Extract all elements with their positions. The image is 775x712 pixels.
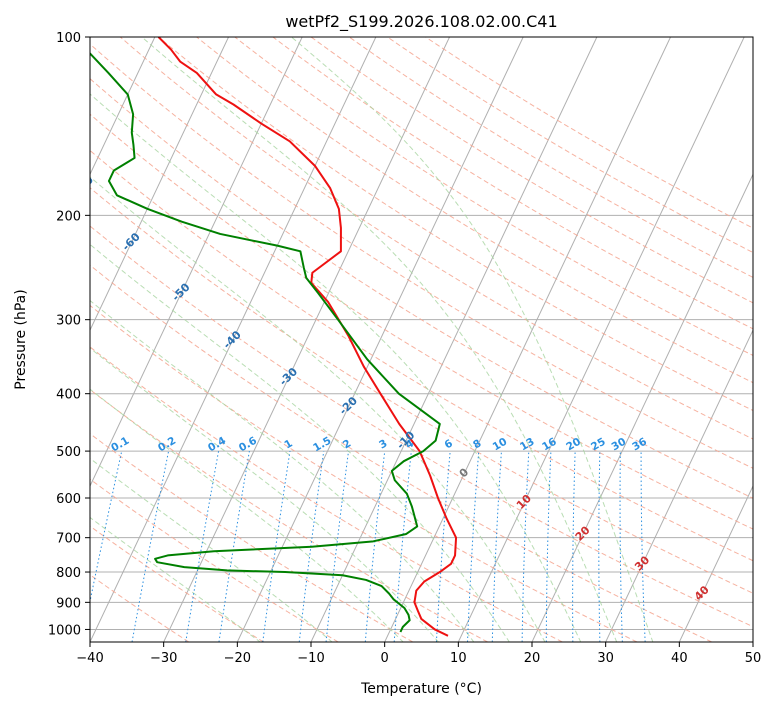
isotherm-gridline bbox=[605, 329, 753, 642]
isotherm-gridline bbox=[0, 37, 8, 642]
x-tick-label: 0 bbox=[381, 651, 389, 666]
isotherm-gridline bbox=[90, 37, 229, 332]
chart-title: wetPf2_S199.2026.108.02.00.C41 bbox=[285, 12, 557, 32]
y-tick-label: 600 bbox=[56, 492, 81, 507]
moist-adiabat bbox=[90, 516, 261, 642]
isotherm-label: -80 bbox=[18, 133, 41, 156]
y-tick-label: 200 bbox=[56, 209, 81, 224]
y-axis-label: Pressure (hPa) bbox=[13, 289, 29, 389]
dry-adiabat bbox=[90, 433, 414, 642]
dry-adiabat bbox=[90, 389, 488, 642]
moist-adiabat bbox=[90, 243, 510, 642]
temperature-profile-line bbox=[157, 37, 458, 637]
moist-adiabat bbox=[90, 93, 582, 642]
x-tick-label: 10 bbox=[450, 651, 467, 666]
isotherm-gridline bbox=[531, 173, 753, 642]
x-tick-label: 50 bbox=[745, 651, 762, 666]
moist-adiabat bbox=[141, 37, 618, 642]
moist-adiabat bbox=[90, 176, 546, 642]
mixing-ratio-line bbox=[325, 451, 350, 642]
y-tick-label: 900 bbox=[56, 596, 81, 611]
isotherm-gridline bbox=[90, 37, 156, 176]
x-tick-label: 40 bbox=[671, 651, 688, 666]
mixing-ratio-line bbox=[262, 451, 291, 642]
y-tick-label: 300 bbox=[56, 314, 81, 329]
mixing-ratio-line bbox=[364, 451, 386, 642]
plot-frame bbox=[89, 36, 754, 643]
dry-adiabat bbox=[90, 264, 712, 642]
dry-adiabat bbox=[90, 225, 753, 628]
y-tick-label: 100 bbox=[56, 31, 81, 46]
x-tick-label: 30 bbox=[597, 651, 614, 666]
isotherm-gridline bbox=[457, 37, 745, 642]
x-axis-label: Temperature (°C) bbox=[360, 681, 482, 697]
mixing-ratio-line bbox=[298, 451, 325, 642]
dry-adiabat bbox=[425, 37, 753, 229]
y-tick-label: 1000 bbox=[48, 623, 81, 638]
moist-adiabat bbox=[90, 457, 333, 642]
dry-adiabat bbox=[310, 37, 753, 304]
dry-adiabat bbox=[272, 37, 753, 330]
dry-adiabat bbox=[90, 113, 753, 530]
x-tick-label: −20 bbox=[224, 651, 251, 666]
isotherm-gridline bbox=[236, 37, 524, 642]
mixing-ratio-line bbox=[218, 451, 250, 642]
isotherm-gridline bbox=[90, 37, 303, 488]
x-tick-label: −30 bbox=[150, 651, 177, 666]
moist-adiabat bbox=[291, 37, 654, 642]
isotherm-label: -70 bbox=[73, 173, 96, 196]
x-tick-label: 20 bbox=[524, 651, 541, 666]
dry-adiabat bbox=[196, 37, 753, 384]
y-tick-label: 500 bbox=[56, 445, 81, 460]
y-tick-label: 400 bbox=[56, 388, 81, 403]
x-tick-label: −40 bbox=[76, 651, 103, 666]
isotherm-gridline bbox=[752, 640, 753, 642]
dry-adiabat bbox=[387, 37, 753, 254]
dewpoint-profile-line bbox=[90, 51, 441, 633]
moist-adiabat bbox=[90, 388, 404, 642]
isotherm-gridline bbox=[384, 37, 671, 642]
isotherm-gridline bbox=[90, 37, 377, 642]
moist-adiabat bbox=[90, 347, 440, 642]
y-tick-label: 800 bbox=[56, 566, 81, 581]
dry-adiabat bbox=[90, 304, 638, 642]
isotherm-gridline bbox=[678, 484, 753, 642]
plot-background bbox=[90, 37, 753, 642]
x-tick-label: −10 bbox=[297, 651, 324, 666]
dry-adiabat bbox=[119, 37, 753, 440]
dry-adiabat bbox=[90, 78, 753, 499]
y-tick-label: 700 bbox=[56, 532, 81, 547]
